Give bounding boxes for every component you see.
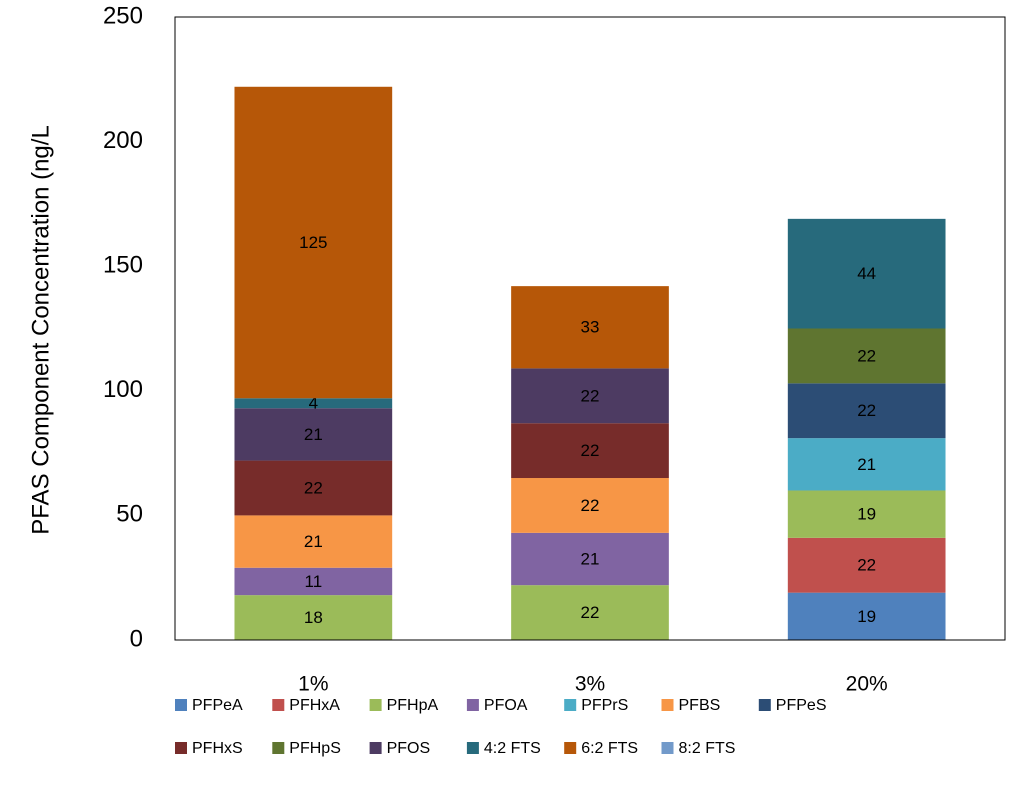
value-label: 22 <box>581 603 600 622</box>
value-label: 4 <box>309 394 318 413</box>
legend-swatch <box>369 699 382 711</box>
value-label: 125 <box>299 233 327 252</box>
legend-swatch <box>661 742 674 754</box>
y-tick-label: 0 <box>130 625 143 652</box>
y-tick-label: 200 <box>103 127 143 154</box>
legend-swatch <box>272 742 285 754</box>
legend-label: PFPeA <box>192 697 243 714</box>
legend-label: PFHxA <box>289 697 340 714</box>
legend-label: 6:2 FTS <box>581 740 638 757</box>
bar-segment <box>234 398 393 409</box>
plot-frame <box>174 16 1006 641</box>
bar-segment <box>511 532 669 586</box>
bar-segment <box>234 460 393 516</box>
value-label: 21 <box>304 532 323 551</box>
value-label: 21 <box>857 455 876 474</box>
legend-label: PFOA <box>484 697 528 714</box>
legend-swatch <box>175 699 187 711</box>
y-tick-label: 100 <box>103 376 143 403</box>
y-tick-label: 150 <box>103 252 143 279</box>
legend-swatch <box>369 742 382 754</box>
legend-swatch <box>175 742 187 754</box>
legend-swatch <box>758 699 771 711</box>
y-axis-title: PFAS Component Concentration (ng/L <box>27 125 54 535</box>
x-tick-label: 1% <box>298 673 328 696</box>
legend-label: PFHpS <box>289 740 341 757</box>
legend-swatch <box>661 699 674 711</box>
value-label: 19 <box>857 607 876 626</box>
bar-segment <box>787 328 946 384</box>
value-label: 44 <box>857 264 876 283</box>
value-label: 11 <box>305 572 323 591</box>
value-label: 22 <box>857 346 876 365</box>
legend-swatch <box>466 699 479 711</box>
bar-segment <box>234 567 393 596</box>
legend-label: PFPeS <box>776 697 827 714</box>
legend-swatch <box>466 742 479 754</box>
bar-segment <box>511 585 669 640</box>
value-label: 22 <box>581 441 600 460</box>
value-label: 21 <box>304 425 323 444</box>
value-label: 33 <box>581 318 600 337</box>
x-tick-label: 3% <box>575 673 605 696</box>
bar-segment <box>511 286 669 369</box>
legend-label: PFHpA <box>387 697 439 714</box>
value-label: 21 <box>581 549 600 568</box>
value-label: 22 <box>581 496 600 515</box>
value-label: 22 <box>581 386 600 405</box>
legend-label: PFPrS <box>581 697 628 714</box>
value-label: 22 <box>857 401 876 420</box>
legend-swatch <box>564 699 577 711</box>
bar-segment <box>787 383 946 439</box>
bar-segment <box>787 592 946 640</box>
bar-segment <box>787 490 946 538</box>
legend-label: PFHxS <box>192 740 243 757</box>
value-label: 19 <box>857 505 876 524</box>
value-label: 22 <box>857 556 876 575</box>
value-label: 22 <box>304 478 323 497</box>
x-tick-label: 20% <box>846 673 888 696</box>
legend-label: 8:2 FTS <box>679 740 736 757</box>
bar-segment <box>787 438 946 491</box>
bar-segment <box>234 515 393 568</box>
bar-segment <box>234 408 393 461</box>
bar-segment <box>787 218 946 329</box>
bar-segment <box>234 86 393 399</box>
bar-segment <box>511 423 669 479</box>
legend-label: 4:2 FTS <box>484 740 541 757</box>
bar-segment <box>234 595 393 640</box>
legend-swatch <box>564 742 577 754</box>
legend-label: PFBS <box>679 697 721 714</box>
legend-label: PFOS <box>387 740 431 757</box>
value-label: 18 <box>304 608 323 627</box>
legend-swatch <box>272 699 285 711</box>
bar-segment <box>787 537 946 593</box>
y-tick-label: 250 <box>103 2 143 29</box>
bar-segment <box>511 368 669 424</box>
bar-segment <box>511 478 669 533</box>
y-tick-label: 50 <box>116 501 143 528</box>
